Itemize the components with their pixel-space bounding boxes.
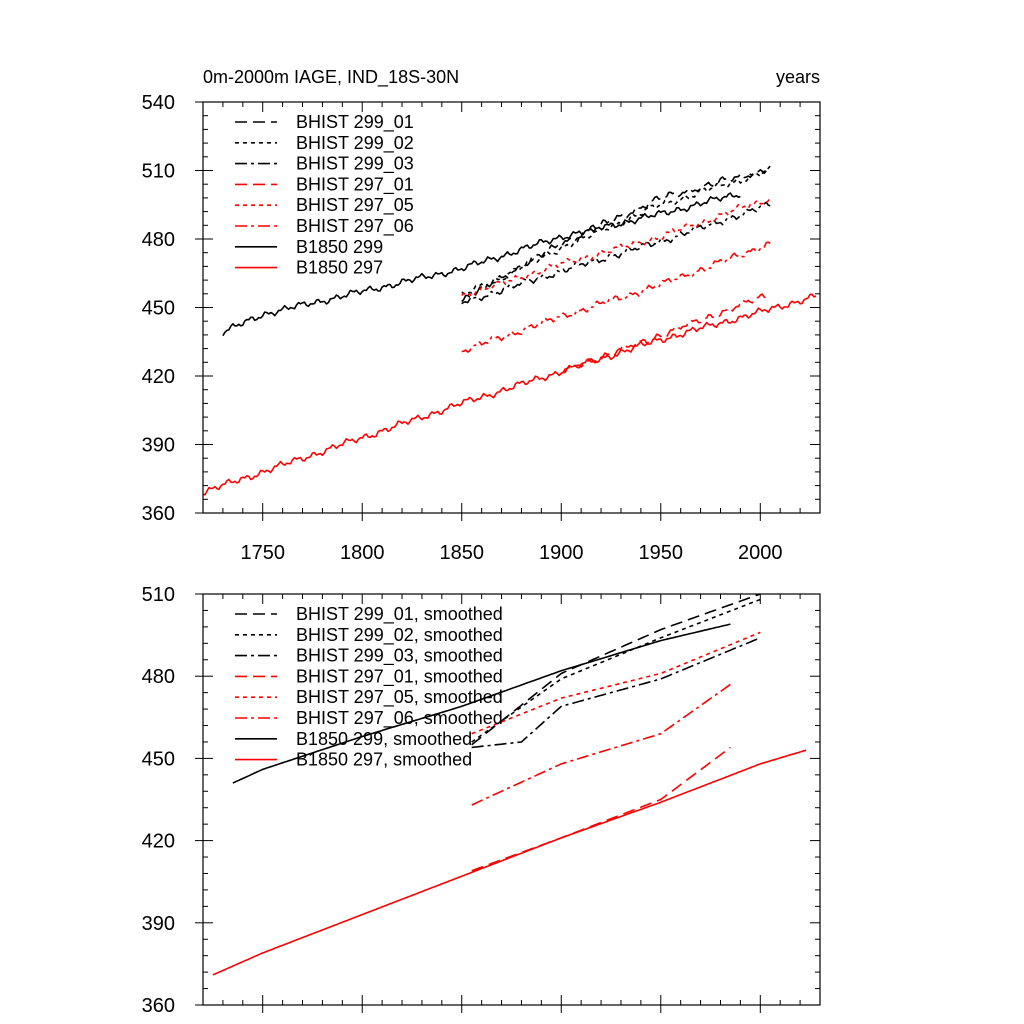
top-y-tick-label-480: 480 [142,229,175,251]
top-tick-layer: 360 390 420 450 480 510 540 1750 1800 1850 1900 195… [142,92,821,564]
top-legend-label-2: BHIST 299_02 [296,133,414,154]
bottom-series-line-3 [471,637,761,749]
top-legend-label-7: B1850 299 [296,237,383,257]
bottom-panel: 360 390 420 450 480 510 BHIST 299_01, smoothe… [142,584,821,1017]
bottom-plot-frame [202,593,821,1006]
top-y-tick-label-450: 450 [142,298,175,320]
bottom-y-tick-label-450: 450 [142,748,175,770]
bottom-y-tick-label-390: 390 [142,913,175,935]
top-y-tick-label-540: 540 [142,92,175,114]
top-x-tick-label-2000: 2000 [738,542,783,564]
top-series-line-8 [202,293,817,496]
bottom-legend-label-6: BHIST 297_06, smoothed [296,708,503,729]
top-series-line-1 [461,167,771,303]
bottom-y-tick-label-510: 510 [142,584,175,606]
bottom-tick-layer: 360 390 420 450 480 510 [142,584,821,1017]
bottom-legend-label-2: BHIST 299_02, smoothed [296,625,503,646]
top-legend-label-8: B1850 297 [296,258,383,278]
bottom-y-tick-label-420: 420 [142,831,175,853]
bottom-legend-label-4: BHIST 297_01, smoothed [296,666,503,687]
top-series-line-7 [222,192,741,337]
top-series-line-3 [461,201,771,305]
top-legend-label-4: BHIST 297_01 [296,174,414,195]
bottom-legend-label-1: BHIST 299_01, smoothed [296,604,503,625]
top-x-tick-label-1800: 1800 [340,542,385,564]
bottom-legend-label-5: BHIST 297_05, smoothed [296,687,503,708]
bottom-y-tick-label-480: 480 [142,666,175,688]
bottom-legend-label-7: B1850 299, smoothed [296,729,472,749]
top-series-line-6 [461,241,771,353]
bottom-series-line-7 [232,623,731,784]
bottom-y-tick-label-360: 360 [142,995,175,1017]
top-legend-label-3: BHIST 299_03 [296,154,414,175]
bottom-legend-label-8: B1850 297, smoothed [296,750,472,770]
top-plot-frame [202,101,821,514]
bottom-series-layer [212,593,807,976]
bottom-series-line-8 [212,749,807,976]
top-y-tick-label-420: 420 [142,366,175,388]
top-legend-label-5: BHIST 297_05 [296,195,414,216]
top-series-layer [202,165,817,496]
top-chart-units-label: years [776,67,820,87]
top-legend-label-1: BHIST 299_01 [296,112,414,133]
bottom-series-line-5 [471,631,761,735]
top-series-line-5 [461,196,771,298]
bottom-series-line-1 [471,593,761,746]
top-y-tick-label-390: 390 [142,435,175,457]
top-x-tick-label-1900: 1900 [539,542,584,564]
top-x-tick-label-1750: 1750 [240,542,285,564]
top-x-tick-label-1950: 1950 [639,542,684,564]
top-x-tick-label-1850: 1850 [439,542,484,564]
top-y-tick-label-510: 510 [142,161,175,183]
bottom-series-line-6 [471,683,731,806]
top-panel: 0m-2000m IAGE, IND_18S-30N years 360 390 4… [142,67,821,564]
bottom-legend-label-3: BHIST 299_03, smoothed [296,646,503,667]
bottom-series-line-2 [471,598,761,743]
top-chart-title: 0m-2000m IAGE, IND_18S-30N [203,67,459,88]
top-legend-label-6: BHIST 297_06 [296,216,414,237]
top-y-tick-label-360: 360 [142,503,175,525]
